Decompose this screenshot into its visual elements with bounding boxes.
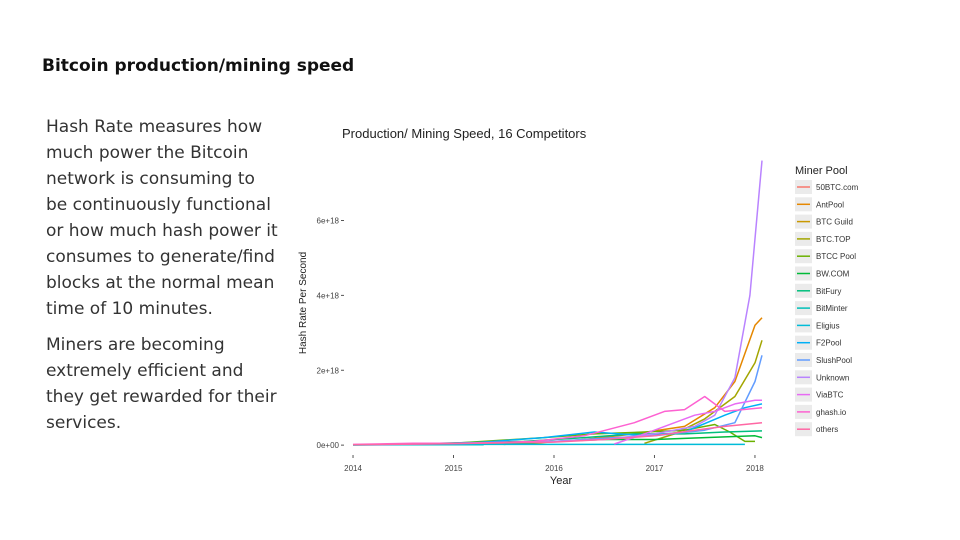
x-tick-label: 2017 [646,464,664,473]
legend-label: BW.COM [816,270,850,279]
legend-label: ghash.io [816,408,847,417]
paragraph-miners: Miners are becoming extremely efficient … [46,335,277,433]
y-tick-label: 2e+18 [317,366,340,375]
legend-label: 50BTC.com [816,183,859,192]
legend-label: BTC.TOP [816,235,851,244]
series-line-others [352,421,763,446]
legend-label: BTC Guild [816,218,853,227]
series-lines [352,160,763,446]
legend-label: AntPool [816,200,844,209]
chart-title: Production/ Mining Speed, 16 Competitors [342,126,587,141]
x-tick-label: 2015 [445,464,463,473]
paragraph-hash-rate: Hash Rate measures how much power the Bi… [46,117,278,319]
y-tick-label: 4e+18 [317,291,340,300]
series-line-viabtc [614,399,762,445]
legend-label: BitMinter [816,304,848,313]
legend-label: ViaBTC [816,391,844,400]
series-line-unknown [352,160,763,446]
legend-label: others [816,425,838,434]
slide-body: Hash Rate measures how much power the Bi… [46,114,278,446]
y-axis: 0e+00 2e+18 4e+18 6e+18 [317,217,344,450]
x-tick-label: 2016 [545,464,563,473]
x-axis: 2014 2015 2016 2017 2018 [344,455,764,473]
series-line-slushpool [352,355,763,446]
legend: Miner Pool 50BTC.com AntPool BTC Guild BTC.… [795,165,859,437]
legend-title: Miner Pool [795,165,848,177]
legend-label: SlushPool [816,356,852,365]
x-tick-label: 2014 [344,464,362,473]
legend-label: Unknown [816,373,849,382]
y-axis-label: Hash Rate Per Second [298,252,309,354]
slide-title: Bitcoin production/mining speed [42,56,355,76]
legend-label: BitFury [816,287,841,296]
x-tick-label: 2018 [746,464,764,473]
y-tick-label: 6e+18 [317,217,340,226]
legend-label: Eligius [816,321,840,330]
y-tick-label: 0e+00 [317,441,340,450]
legend-label: BTCC Pool [816,252,856,261]
legend-label: F2Pool [816,339,842,348]
x-axis-label: Year [550,475,573,487]
